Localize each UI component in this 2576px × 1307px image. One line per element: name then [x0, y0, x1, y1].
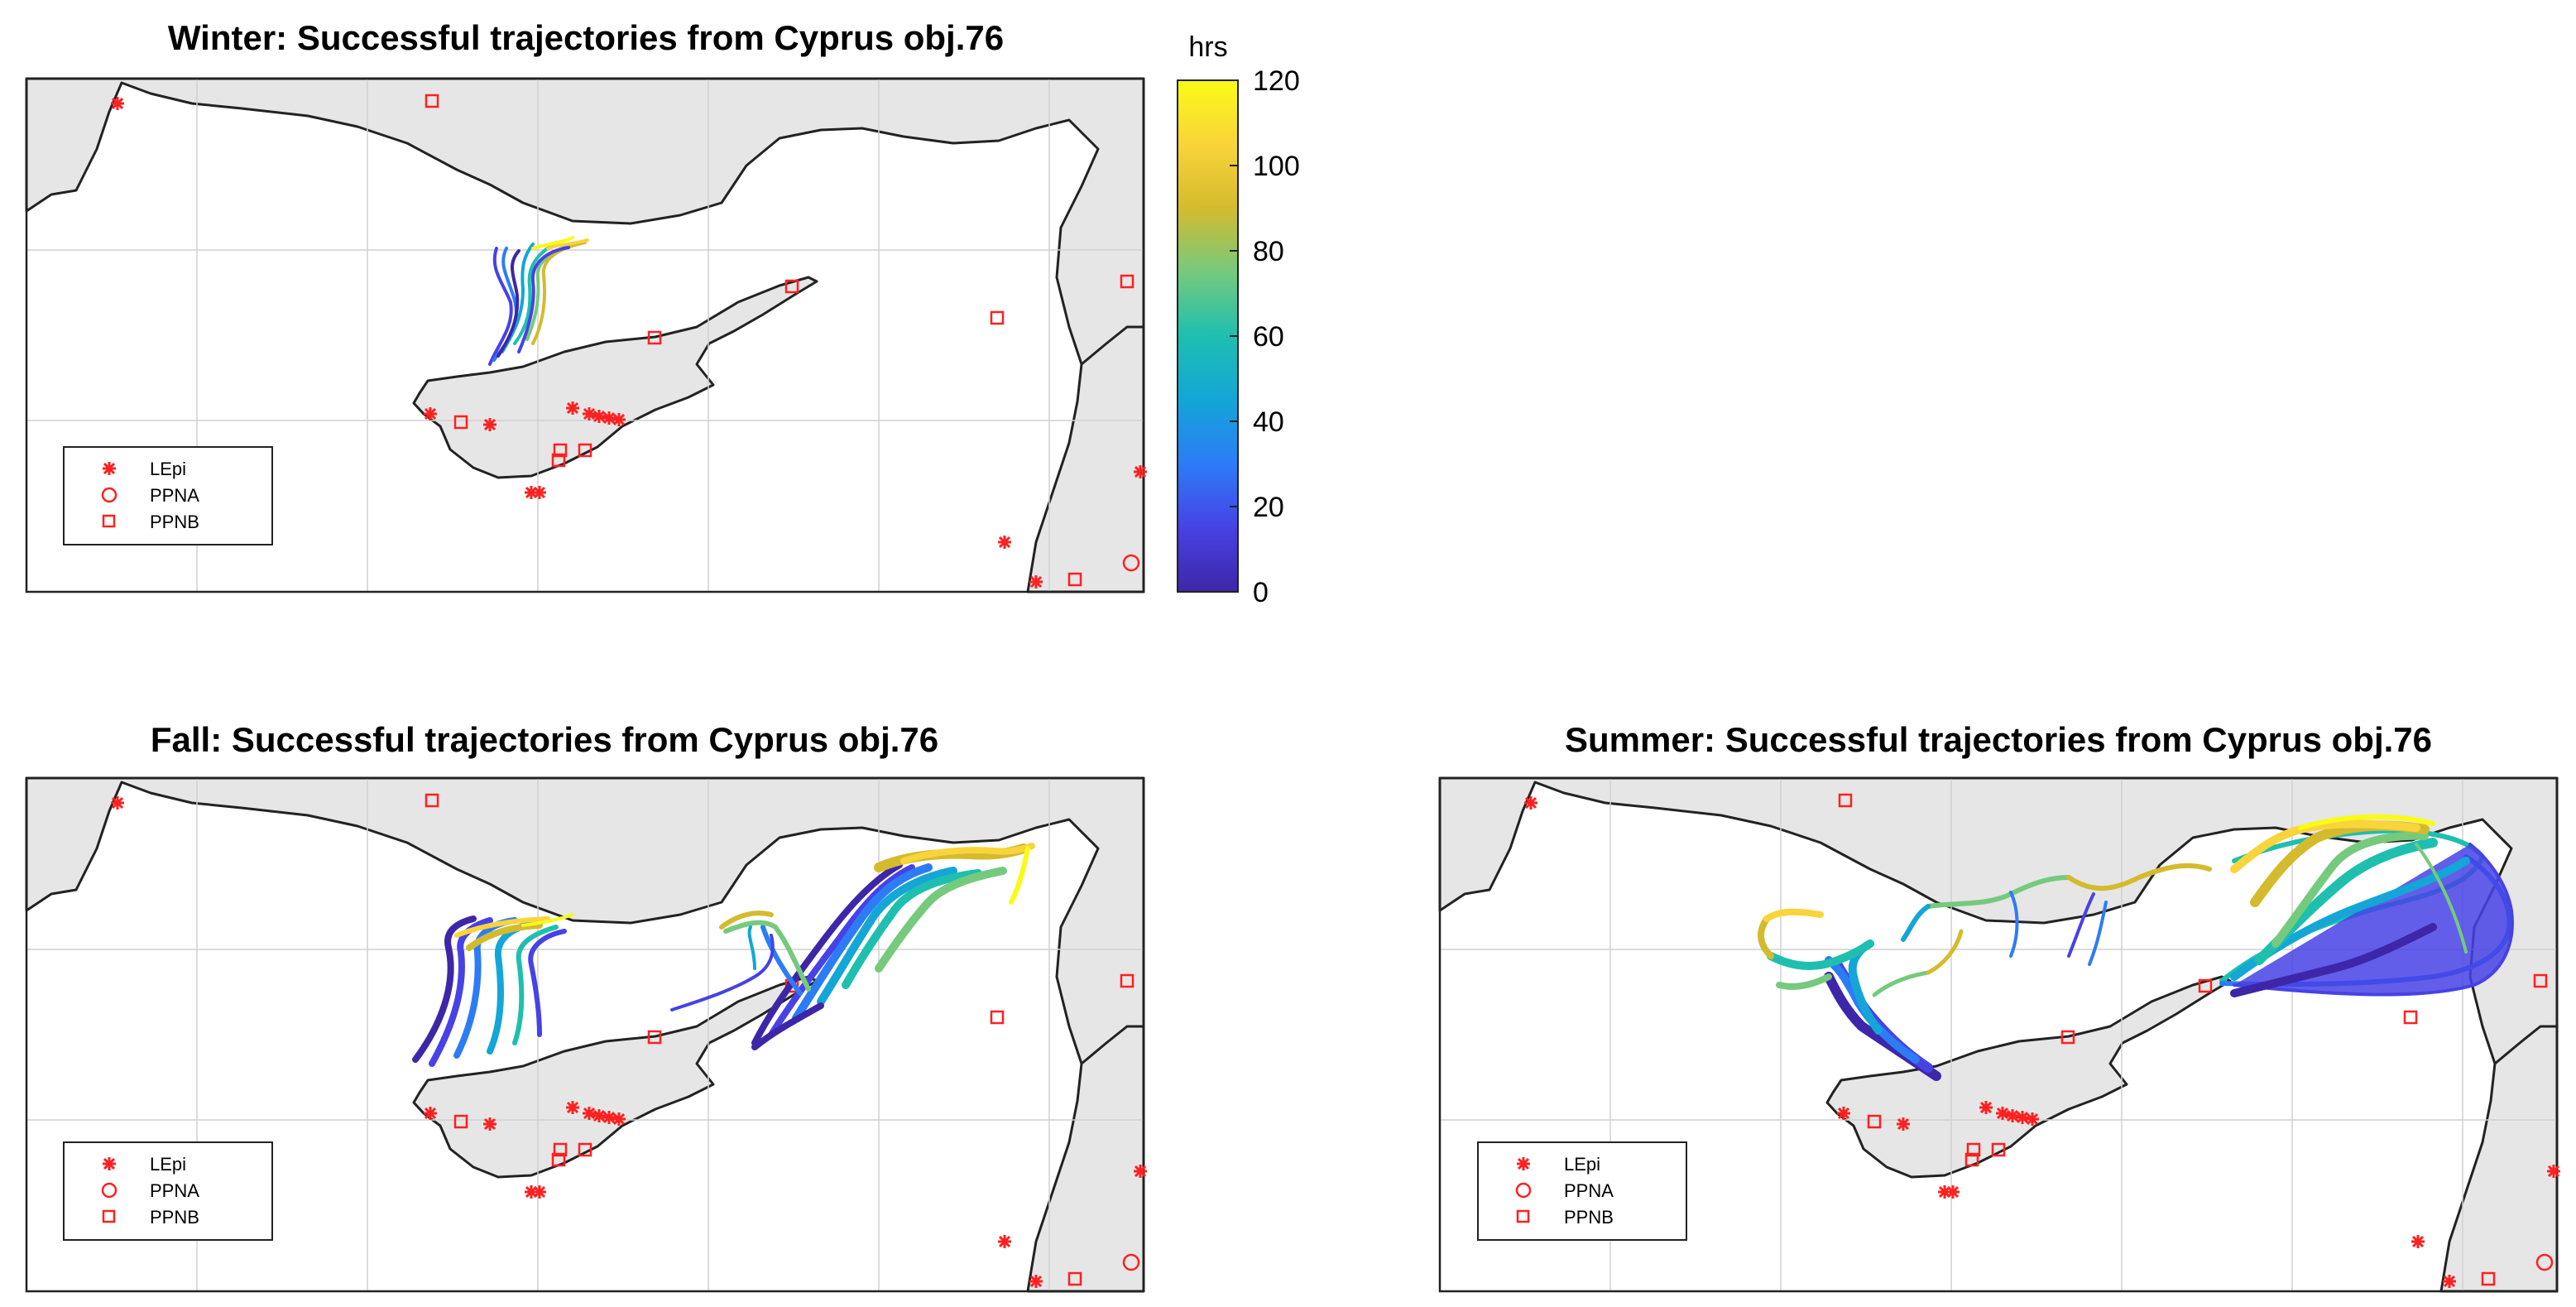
colorbar-tick-label: 0 — [1253, 577, 1269, 608]
panel-summer: Summer: Successful trajectories from Cyp… — [1438, 720, 2562, 1293]
asterisk-marker-icon — [101, 1156, 118, 1172]
panel-title-fall: Fall: Successful trajectories from Cypru… — [151, 720, 938, 759]
legend-label-ppnb: PPNB — [1564, 1207, 1614, 1228]
colorbar-tick-label: 100 — [1253, 151, 1300, 182]
colorbar-tick-label: 40 — [1253, 406, 1284, 438]
legend-label-lepi: LEpi — [150, 1154, 186, 1175]
trajectories-summer — [1758, 814, 2514, 1081]
legend-winter: LEpi PPNA PPNB — [63, 446, 273, 545]
colorbar-tick-label: 120 — [1253, 65, 1300, 97]
square-marker-icon — [1516, 1209, 1530, 1223]
circle-marker-icon — [101, 487, 118, 503]
circle-marker-icon — [1515, 1182, 1532, 1199]
colorbar-tick-label: 60 — [1253, 321, 1284, 353]
asterisk-marker-icon — [1515, 1156, 1532, 1172]
colorbar: hrs 0 20 40 60 80 100 120 — [1177, 31, 1300, 608]
panel-fall: Fall: Successful trajectories from Cypru… — [25, 720, 1149, 1293]
legend-fall: LEpi PPNA PPNB — [63, 1141, 273, 1241]
colorbar-gradient — [1177, 79, 1239, 593]
trajectories-winter — [488, 236, 589, 366]
square-marker-icon — [102, 514, 116, 528]
colorbar-tick-label: 20 — [1253, 492, 1284, 523]
legend-summer: LEpi PPNA PPNB — [1477, 1141, 1687, 1241]
panel-title-winter: Winter: Successful trajectories from Cyp… — [168, 18, 1004, 57]
panel-winter: Winter: Successful trajectories from Cyp… — [25, 18, 1300, 608]
legend-label-ppna: PPNA — [150, 485, 199, 506]
legend-label-lepi: LEpi — [150, 459, 186, 479]
legend-label-ppnb: PPNB — [150, 1207, 199, 1228]
colorbar-unit-label: hrs — [1188, 31, 1227, 63]
square-marker-icon — [102, 1209, 116, 1223]
legend-label-ppnb: PPNB — [150, 512, 199, 532]
colorbar-tick-label: 80 — [1253, 236, 1284, 267]
legend-label-lepi: LEpi — [1564, 1154, 1600, 1175]
legend-label-ppna: PPNA — [1564, 1180, 1614, 1201]
circle-marker-icon — [101, 1182, 118, 1199]
asterisk-marker-icon — [101, 460, 118, 477]
panel-title-summer: Summer: Successful trajectories from Cyp… — [1565, 720, 2432, 759]
legend-label-ppna: PPNA — [150, 1180, 199, 1201]
trajectories-fall — [412, 843, 1035, 1067]
colorbar-ticks: 0 20 40 60 80 100 120 — [1230, 65, 1300, 608]
